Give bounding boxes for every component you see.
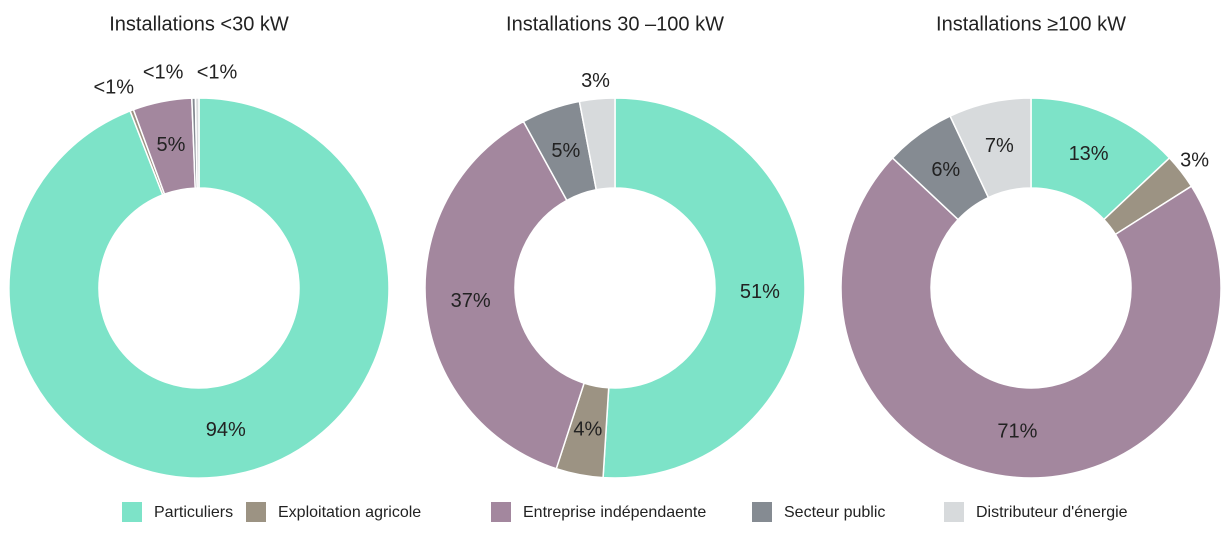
legend-swatch (246, 502, 266, 522)
data-label: <1% (93, 77, 134, 99)
legend-label: Exploitation agricole (278, 504, 421, 521)
data-label: <1% (197, 61, 238, 83)
legend-swatch (944, 502, 964, 522)
data-label: 3% (1180, 149, 1209, 171)
donut-slice (602, 97, 806, 479)
data-label: <1% (143, 61, 184, 83)
donut-slice (424, 120, 586, 470)
legend-swatch (122, 502, 142, 522)
chart-title: Installations <30 kW (109, 13, 289, 35)
legend-label: Particuliers (154, 504, 233, 521)
data-label: 94% (206, 419, 246, 441)
chart-title: Installations ≥100 kW (936, 13, 1126, 35)
data-label: 5% (551, 140, 580, 162)
donut-slice (840, 156, 1222, 479)
data-label: 6% (931, 159, 960, 181)
legend-swatch (491, 502, 511, 522)
data-label: 13% (1069, 143, 1109, 165)
data-label: 37% (451, 290, 491, 312)
donut-slice (949, 97, 1032, 199)
data-label: 51% (740, 281, 780, 303)
data-label: 4% (573, 419, 602, 441)
legend-swatch (752, 502, 772, 522)
legend-label: Distributeur d'énergie (976, 504, 1128, 521)
donut-slice (578, 97, 616, 191)
legend-label: Entreprise indépendaente (523, 504, 706, 521)
data-label: 71% (997, 421, 1037, 443)
donut-slice (194, 97, 200, 189)
legend-label: Secteur public (784, 504, 885, 521)
data-label: 5% (156, 134, 185, 156)
data-label: 7% (985, 135, 1014, 157)
donut-slice (8, 97, 390, 479)
data-label: 3% (581, 70, 610, 92)
chart-title: Installations 30 –100 kW (506, 13, 724, 35)
